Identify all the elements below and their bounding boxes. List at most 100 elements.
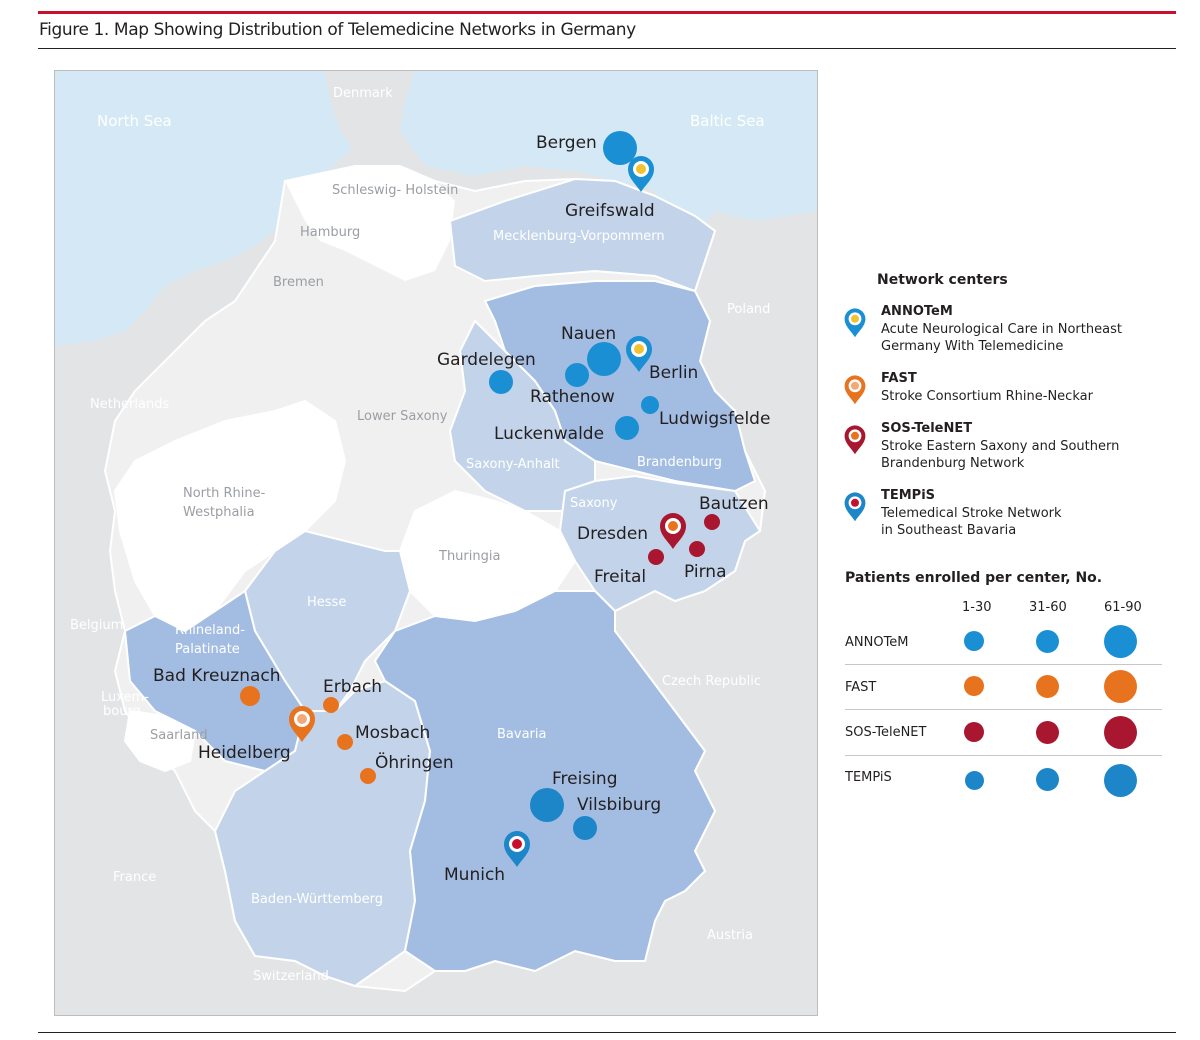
city-label-ludwigsfelde: Ludwigsfelde bbox=[659, 409, 770, 429]
label-saxony-anhalt: Saxony-Anhalt bbox=[466, 457, 560, 472]
row-label-fast: FAST bbox=[845, 680, 877, 695]
legend-desc-line: Stroke Eastern Saxony and Southern bbox=[881, 439, 1120, 454]
patients-heading: Patients enrolled per center, No. bbox=[845, 570, 1103, 586]
marker-rathenow[interactable] bbox=[565, 363, 589, 387]
marker-bad-kreuznach[interactable] bbox=[240, 686, 260, 706]
accent-bar bbox=[38, 11, 1176, 14]
sos-pin-icon bbox=[844, 425, 866, 455]
dot-fast-small bbox=[964, 676, 984, 696]
dot-annotem-medium bbox=[1036, 630, 1059, 653]
legend-heading: Network centers bbox=[877, 272, 1008, 288]
bottom-rule bbox=[38, 1032, 1176, 1033]
marker-vilsbiburg[interactable] bbox=[573, 816, 597, 840]
state-saxony bbox=[558, 474, 762, 613]
label-luxembourg-1: Luxem- bbox=[101, 690, 149, 705]
city-label-munich: Munich bbox=[444, 865, 505, 885]
label-czech-republic: Czech Republic bbox=[662, 674, 761, 689]
state-bavaria bbox=[373, 590, 717, 973]
marker-gardelegen[interactable] bbox=[489, 370, 513, 394]
label-north-sea: North Sea bbox=[97, 112, 172, 130]
marker-ludwigsfelde[interactable] bbox=[641, 396, 659, 414]
dot-tempis-small bbox=[965, 771, 984, 790]
pin-munich[interactable] bbox=[504, 831, 530, 867]
marker-oehringen[interactable] bbox=[360, 768, 376, 784]
map-panel: North Sea Baltic Sea Denmark Poland Neth… bbox=[54, 70, 818, 1016]
label-lower-saxony: Lower Saxony bbox=[357, 409, 448, 424]
germany-map: North Sea Baltic Sea Denmark Poland Neth… bbox=[55, 71, 817, 1015]
label-bw: Baden-Württemberg bbox=[251, 892, 383, 907]
city-label-berlin: Berlin bbox=[649, 363, 698, 383]
label-saarland: Saarland bbox=[150, 728, 208, 743]
city-label-bergen: Bergen bbox=[536, 133, 597, 153]
marker-nauen[interactable] bbox=[587, 342, 621, 376]
label-luxembourg-2: bourg bbox=[103, 704, 141, 719]
table-divider bbox=[845, 755, 1162, 756]
size-class-61-90: 61-90 bbox=[1104, 600, 1142, 615]
label-switzerland: Switzerland bbox=[253, 969, 329, 984]
marker-bergen[interactable] bbox=[603, 131, 637, 165]
pin-dresden[interactable] bbox=[660, 513, 686, 549]
legend-desc-line: in Southeast Bavaria bbox=[881, 523, 1017, 538]
legend-desc-line: Telemedical Stroke Network bbox=[881, 506, 1062, 521]
marker-mosbach[interactable] bbox=[337, 734, 353, 750]
dot-tempis-medium bbox=[1036, 768, 1059, 791]
legend-desc-line: Stroke Consortium Rhine-Neckar bbox=[881, 389, 1093, 404]
city-label-erbach: Erbach bbox=[323, 677, 382, 697]
marker-luckenwalde[interactable] bbox=[615, 416, 639, 440]
label-bavaria: Bavaria bbox=[497, 727, 546, 742]
legend-desc-line: Germany With Telemedicine bbox=[881, 339, 1064, 354]
label-austria: Austria bbox=[707, 928, 753, 943]
state-schleswig-holstein bbox=[285, 166, 455, 281]
legend-desc-line: Acute Neurological Care in Northeast bbox=[881, 322, 1122, 337]
city-label-pirna: Pirna bbox=[684, 562, 726, 582]
marker-erbach[interactable] bbox=[323, 697, 339, 713]
legend-name-tempis: TEMPiS bbox=[881, 488, 936, 503]
dot-fast-medium bbox=[1036, 675, 1059, 698]
city-label-freising: Freising bbox=[552, 769, 618, 789]
city-label-vilsbiburg: Vilsbiburg bbox=[577, 795, 661, 815]
label-hesse: Hesse bbox=[307, 595, 346, 610]
state-saarland bbox=[123, 709, 197, 773]
row-label-annotem: ANNOTeM bbox=[845, 635, 909, 650]
city-label-freital: Freital bbox=[594, 567, 646, 587]
label-bremen: Bremen bbox=[273, 275, 324, 290]
table-divider bbox=[845, 664, 1162, 665]
legend-name-sos: SOS-TeleNET bbox=[881, 421, 973, 436]
legend-desc-annotem: Acute Neurological Care in Northeast Ger… bbox=[881, 321, 1171, 355]
label-netherlands: Netherlands bbox=[90, 397, 169, 412]
label-schleswig-holstein: Schleswig- Holstein bbox=[332, 183, 458, 198]
dot-sos-medium bbox=[1036, 721, 1059, 744]
marker-freising[interactable] bbox=[530, 788, 564, 822]
pin-greifswald[interactable] bbox=[628, 156, 654, 192]
city-label-oehringen: Öhringen bbox=[375, 751, 454, 773]
label-brandenburg: Brandenburg bbox=[637, 455, 722, 470]
marker-freital[interactable] bbox=[648, 549, 664, 565]
dot-fast-large bbox=[1104, 670, 1137, 703]
label-baltic-sea: Baltic Sea bbox=[690, 112, 765, 130]
legend-desc-sos: Stroke Eastern Saxony and Southern Brand… bbox=[881, 438, 1171, 472]
pin-berlin[interactable] bbox=[626, 336, 652, 372]
city-label-mosbach: Mosbach bbox=[355, 723, 430, 743]
city-label-luckenwalde: Luckenwalde bbox=[494, 424, 604, 444]
label-hamburg: Hamburg bbox=[300, 225, 360, 240]
dot-tempis-large bbox=[1104, 764, 1137, 797]
label-thuringia: Thuringia bbox=[438, 549, 500, 564]
legend-desc-tempis: Telemedical Stroke Network in Southeast … bbox=[881, 505, 1171, 539]
city-label-gardelegen: Gardelegen bbox=[437, 350, 536, 370]
city-label-bautzen: Bautzen bbox=[699, 494, 769, 514]
legend-desc-line: Brandenburg Network bbox=[881, 456, 1025, 471]
legend-desc-fast: Stroke Consortium Rhine-Neckar bbox=[881, 388, 1171, 405]
marker-pirna[interactable] bbox=[689, 541, 705, 557]
state-mv bbox=[448, 177, 717, 293]
label-rp-2: Palatinate bbox=[175, 642, 240, 657]
label-nrw-1: North Rhine- bbox=[183, 486, 266, 501]
dot-sos-small bbox=[964, 722, 984, 742]
label-france: France bbox=[113, 870, 156, 885]
dot-sos-large bbox=[1104, 716, 1137, 749]
marker-bautzen[interactable] bbox=[704, 514, 720, 530]
dot-annotem-large bbox=[1104, 625, 1137, 658]
table-divider bbox=[845, 709, 1162, 710]
pin-heidelberg[interactable] bbox=[289, 706, 315, 742]
label-nrw-2: Westphalia bbox=[183, 505, 255, 520]
city-label-bad-kreuznach: Bad Kreuznach bbox=[153, 666, 281, 686]
